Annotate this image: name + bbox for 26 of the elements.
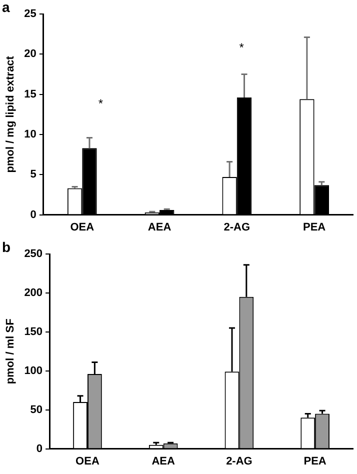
annotation: * bbox=[98, 96, 104, 111]
y-axis-title: pmol / mg lipid extract bbox=[4, 56, 17, 173]
y-tick-label: 5 bbox=[30, 168, 36, 181]
x-tick-label: 2-AG bbox=[224, 221, 250, 234]
y-tick-label: 20 bbox=[24, 48, 36, 60]
x-tick-label: 2-AG bbox=[226, 455, 252, 468]
x-tick-label: PEA bbox=[302, 221, 326, 234]
y-tick-label: 10 bbox=[24, 128, 36, 141]
y-tick-label: 250 bbox=[24, 248, 43, 260]
chart-title: b bbox=[2, 239, 11, 255]
y-tick-label: 200 bbox=[24, 286, 43, 299]
x-tick-label: PEA bbox=[304, 455, 326, 468]
y-tick-label: 100 bbox=[24, 364, 43, 377]
y-tick-label: 0 bbox=[36, 442, 43, 455]
annotation: * bbox=[239, 40, 244, 54]
y-tick-label: 150 bbox=[24, 326, 43, 338]
y-tick-label: 50 bbox=[30, 404, 43, 416]
y-tick-label: 25 bbox=[24, 8, 36, 20]
chart-title: a bbox=[2, 0, 10, 15]
x-tick-label: OEA bbox=[76, 455, 100, 468]
x-tick-label: AEA bbox=[152, 455, 176, 468]
y-tick-label: 0 bbox=[30, 208, 36, 221]
y-axis-title: pmol / ml SF bbox=[4, 318, 17, 384]
x-tick-label: OEA bbox=[70, 221, 94, 234]
y-tick-label: 15 bbox=[24, 88, 36, 100]
x-tick-label: AEA bbox=[148, 221, 172, 234]
